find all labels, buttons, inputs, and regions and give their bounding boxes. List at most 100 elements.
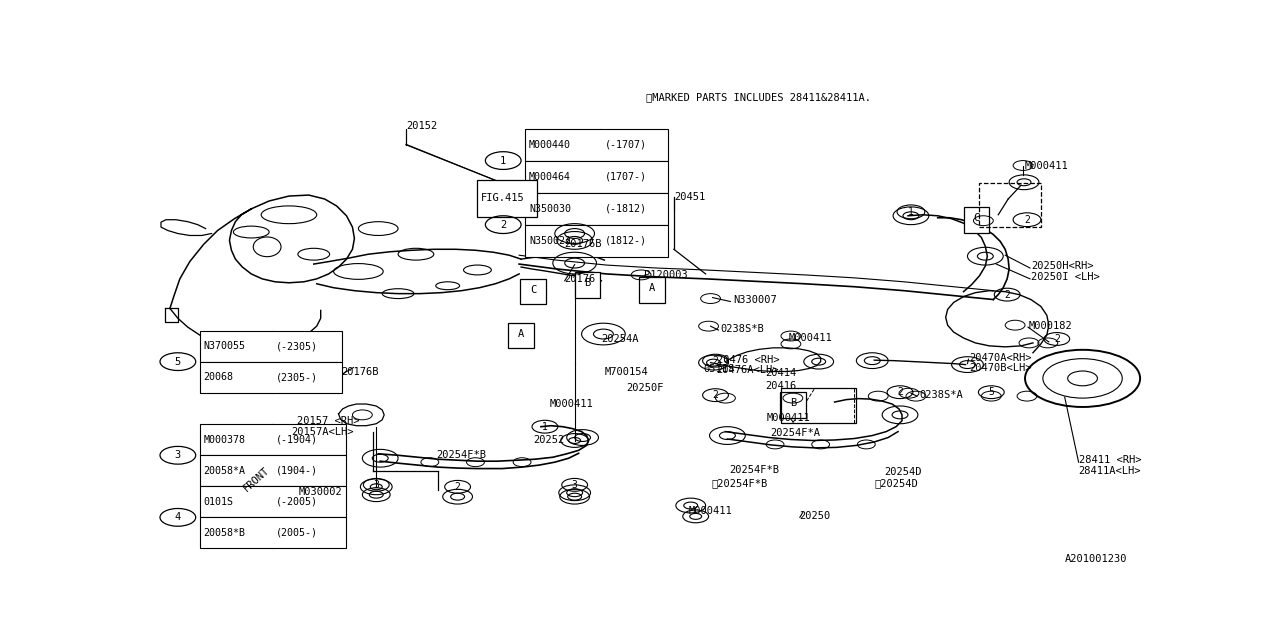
Text: B: B (790, 398, 796, 408)
Text: 20250H<RH>: 20250H<RH> (1030, 261, 1093, 271)
Text: M000182: M000182 (1029, 321, 1073, 331)
Text: (1707-): (1707-) (604, 172, 646, 182)
Text: 20250F: 20250F (626, 383, 664, 393)
Bar (525, 161, 668, 193)
Text: 28411A<LH>: 28411A<LH> (1079, 466, 1140, 476)
Text: 2: 2 (1005, 290, 1010, 300)
Text: 20176B: 20176B (564, 239, 602, 250)
Text: 1: 1 (500, 156, 507, 166)
Text: A: A (649, 283, 655, 292)
Text: 20254F*B: 20254F*B (435, 450, 486, 460)
Text: 0238S*A: 0238S*A (919, 390, 963, 399)
Text: 20068: 20068 (204, 372, 234, 382)
Text: (-1707): (-1707) (604, 140, 646, 150)
Text: 20250I <LH>: 20250I <LH> (1030, 272, 1100, 282)
Text: N350022: N350022 (529, 236, 571, 246)
Text: FIG.415: FIG.415 (480, 193, 525, 203)
Text: (-1812): (-1812) (604, 204, 646, 214)
Text: (-1904): (-1904) (276, 435, 317, 445)
Text: 20157 <RH>: 20157 <RH> (297, 416, 360, 426)
Text: C: C (530, 285, 536, 294)
Text: N330007: N330007 (733, 294, 777, 305)
Text: 2: 2 (713, 390, 718, 400)
Text: N350030: N350030 (529, 204, 571, 214)
Text: M700154: M700154 (604, 367, 648, 378)
Text: 3: 3 (175, 451, 180, 460)
Text: 20254D: 20254D (884, 467, 922, 477)
Bar (200, 331, 342, 362)
Text: M000464: M000464 (529, 172, 571, 182)
Bar (575, 272, 600, 298)
Text: M000411: M000411 (689, 506, 732, 516)
Bar (477, 180, 538, 217)
Bar (508, 323, 534, 348)
Text: M000411: M000411 (1025, 161, 1069, 170)
Text: A: A (518, 328, 525, 339)
Text: (2305-): (2305-) (276, 372, 317, 382)
Text: 1: 1 (908, 207, 914, 217)
Text: 2: 2 (897, 387, 902, 397)
Text: (1812-): (1812-) (604, 236, 646, 246)
Bar (200, 424, 346, 455)
Text: 20157A<LH>: 20157A<LH> (291, 427, 353, 436)
Bar (200, 362, 342, 393)
Text: (-2305): (-2305) (276, 341, 317, 351)
Text: 20176B: 20176B (342, 367, 379, 378)
Bar (200, 455, 346, 486)
Text: 20470B<LH>: 20470B<LH> (969, 362, 1032, 372)
Text: C: C (973, 212, 979, 223)
Text: M000411: M000411 (550, 399, 594, 409)
Text: ※MARKED PARTS INCLUDES 28411&28411A.: ※MARKED PARTS INCLUDES 28411&28411A. (646, 93, 872, 102)
Bar (781, 388, 856, 423)
Bar (525, 129, 668, 161)
Bar (639, 277, 664, 303)
Text: (1904-): (1904-) (276, 466, 317, 476)
Text: 0101S: 0101S (204, 497, 234, 507)
Text: 1: 1 (541, 422, 548, 432)
Bar (520, 279, 545, 305)
Bar (200, 517, 346, 548)
Text: 20254F*A: 20254F*A (771, 428, 820, 438)
Text: 20250: 20250 (799, 511, 831, 522)
Text: 20476 <RH>: 20476 <RH> (717, 355, 780, 365)
Text: 20414: 20414 (765, 369, 796, 378)
Text: 2: 2 (1053, 334, 1060, 344)
Bar (200, 486, 346, 517)
Text: 2: 2 (454, 482, 461, 492)
Bar (525, 225, 668, 257)
Text: 20058*A: 20058*A (204, 466, 246, 476)
Text: B: B (585, 278, 590, 288)
Text: 2: 2 (713, 356, 718, 365)
Text: 20252: 20252 (532, 435, 564, 445)
Text: 20416: 20416 (765, 381, 796, 391)
Text: M000440: M000440 (529, 140, 571, 150)
Text: ※20254D: ※20254D (874, 478, 918, 488)
Text: 20058*B: 20058*B (204, 528, 246, 538)
Text: 0511S: 0511S (704, 364, 735, 374)
Text: (-2005): (-2005) (276, 497, 317, 507)
Text: 5: 5 (175, 356, 180, 367)
Text: M030002: M030002 (300, 487, 343, 497)
Text: 3: 3 (572, 480, 577, 490)
Text: 20470A<RH>: 20470A<RH> (969, 353, 1032, 363)
Text: 5: 5 (988, 387, 995, 397)
Bar (979, 183, 1041, 227)
Text: 20476A<LH>: 20476A<LH> (717, 365, 780, 374)
Text: 20254F*B: 20254F*B (730, 465, 780, 475)
Text: FRONT: FRONT (242, 465, 271, 493)
Text: (2005-): (2005-) (276, 528, 317, 538)
Text: 3: 3 (374, 480, 379, 490)
Text: A201001230: A201001230 (1065, 554, 1128, 564)
Text: N370055: N370055 (204, 341, 246, 351)
Text: 20451: 20451 (673, 192, 705, 202)
Text: 4: 4 (175, 513, 180, 522)
Text: ※20254F*B: ※20254F*B (712, 478, 768, 488)
Text: M000411: M000411 (788, 333, 833, 343)
Text: 28411 <RH>: 28411 <RH> (1079, 455, 1140, 465)
Text: 0238S*B: 0238S*B (721, 324, 764, 334)
Text: 20152: 20152 (406, 121, 438, 131)
Text: 20254A: 20254A (602, 334, 639, 344)
Text: 20176: 20176 (564, 274, 596, 284)
Text: M000378: M000378 (204, 435, 246, 445)
Bar (964, 207, 989, 232)
